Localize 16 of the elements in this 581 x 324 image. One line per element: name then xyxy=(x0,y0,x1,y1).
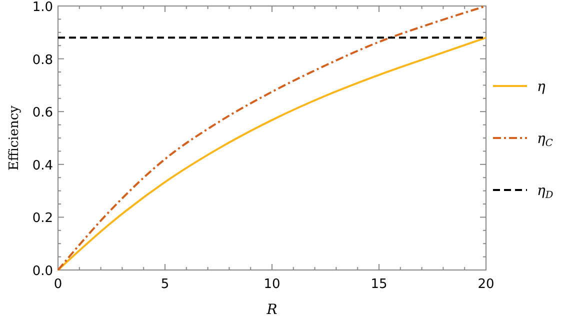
y-axis-title: Efficiency xyxy=(7,104,22,171)
legend-label: η$_{C}$ xyxy=(537,131,554,149)
x-tick-label: 0 xyxy=(54,277,62,292)
x-tick-label: 10 xyxy=(264,277,280,292)
x-tick-label: 20 xyxy=(478,277,494,292)
legend-label: η$_{D}$ xyxy=(537,183,554,201)
x-tick-label: 15 xyxy=(370,277,388,292)
legend-label: η xyxy=(537,79,546,95)
y-tick-label: 1.0 xyxy=(32,0,53,15)
y-tick-label: 0.0 xyxy=(32,264,53,279)
y-tick-label: 0.8 xyxy=(32,52,53,68)
x-axis-title: R xyxy=(266,302,278,318)
y-tick-label: 0.6 xyxy=(32,106,53,121)
x-tick-label: 5 xyxy=(160,277,170,292)
y-tick-label: 0.2 xyxy=(32,211,53,226)
y-tick-label: 0.4 xyxy=(32,158,53,174)
